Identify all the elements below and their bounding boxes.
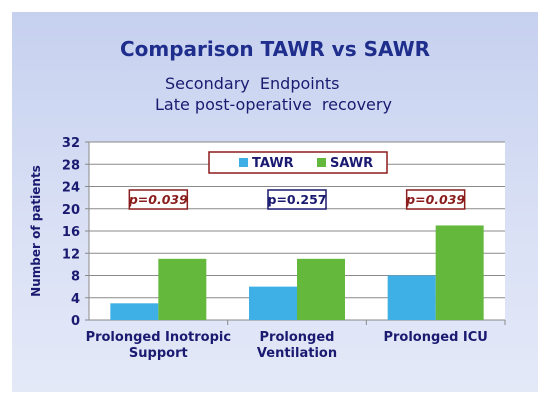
bar-tawr-1	[249, 286, 297, 320]
y-tick-label: 8	[71, 270, 80, 285]
x-category-label: Prolonged ICU	[383, 330, 487, 345]
bar-sawr-1	[297, 258, 345, 320]
x-category-label: Prolonged Inotropic	[86, 330, 232, 345]
x-category-label: Ventilation	[257, 346, 337, 361]
bar-tawr-2	[387, 275, 436, 320]
y-tick-label: 16	[62, 225, 80, 240]
y-tick-label: 24	[62, 181, 80, 196]
bar-sawr-0	[158, 258, 207, 320]
x-category-label: Prolonged	[260, 330, 335, 345]
y-tick-label: 12	[62, 247, 80, 262]
y-axis-label: Number of patients	[29, 165, 43, 297]
y-tick-label: 28	[62, 158, 80, 173]
p-value-label: p=0.257	[268, 192, 327, 207]
chart-subtitle-line2: Late post-operative recovery	[155, 95, 392, 114]
legend-label-tawr: TAWR	[252, 156, 294, 171]
y-tick-label: 0	[71, 314, 80, 329]
x-category-label: Support	[129, 346, 188, 361]
legend-label-sawr: SAWR	[330, 156, 373, 171]
p-value-label: p=0.039	[128, 192, 188, 207]
chart-title: Comparison TAWR vs SAWR	[119, 37, 431, 61]
chart-subtitle-line1: Secondary Endpoints	[165, 74, 340, 93]
p-value-box	[405, 189, 466, 210]
y-tick-label: 20	[62, 203, 80, 218]
bar-tawr-0	[110, 303, 159, 320]
p-value-box	[267, 189, 327, 210]
legend	[208, 151, 388, 174]
p-value-label: p=0.039	[405, 192, 465, 207]
legend-swatch-tawr	[239, 158, 248, 167]
p-value-box	[128, 189, 189, 210]
legend-swatch-sawr	[317, 158, 326, 167]
bar-sawr-2	[435, 225, 484, 320]
y-tick-label: 32	[62, 136, 80, 151]
y-tick-label: 4	[71, 292, 80, 307]
